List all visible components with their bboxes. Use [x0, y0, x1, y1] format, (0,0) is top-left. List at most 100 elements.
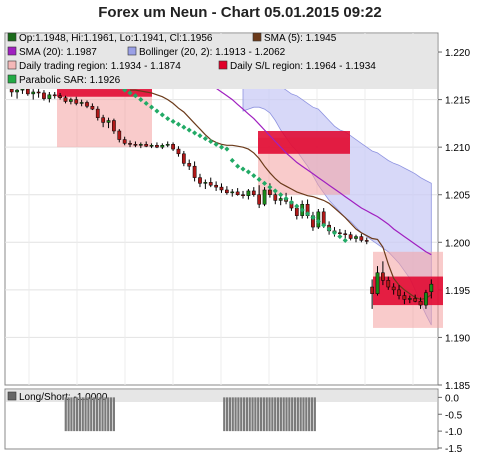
- sar-dot: [299, 207, 305, 213]
- candle-body: [9, 88, 14, 93]
- long-short-bar: [237, 397, 240, 432]
- candle-body: [47, 94, 52, 99]
- candle-body: [20, 88, 25, 91]
- long-short-bar: [308, 397, 311, 432]
- sma5-line: [130, 89, 432, 301]
- long-short-bar: [259, 397, 263, 432]
- long-short-bar: [282, 397, 285, 432]
- candle-body: [354, 236, 358, 239]
- long-short-bar: [254, 397, 257, 432]
- y-tick-label: 1.185: [445, 381, 470, 392]
- y-tick-label: 1.195: [445, 286, 470, 297]
- price-panel: 1.220 1.215 1.210 1.205 1.200 1.195 1.190 1.185…: [4, 32, 470, 392]
- sar-dot: [192, 130, 198, 136]
- candle-body: [203, 182, 208, 184]
- candle-body: [225, 189, 229, 194]
- y-tick-label: 1.190: [445, 333, 470, 344]
- candle-body: [69, 99, 73, 102]
- sar-dot: [256, 176, 262, 183]
- candle-body: [117, 130, 122, 140]
- sar-dot: [213, 141, 219, 147]
- sub-y-tick-label: -1.0: [445, 427, 463, 438]
- candle-body: [429, 283, 434, 293]
- long-short-bar: [73, 397, 76, 432]
- candle-body: [230, 191, 235, 194]
- candle-body: [343, 233, 348, 235]
- sar-dot: [342, 237, 348, 243]
- sar-dot: [283, 195, 289, 202]
- candle-body: [294, 207, 299, 216]
- candle-body: [79, 102, 84, 104]
- sar-dot: [305, 211, 311, 217]
- sar-dot: [175, 121, 181, 127]
- candle-body: [278, 198, 283, 201]
- long-short-bar: [265, 397, 268, 432]
- sar-dot: [202, 136, 208, 142]
- sar-dot: [288, 199, 294, 205]
- candle-body: [95, 108, 100, 118]
- long-short-bar: [285, 397, 288, 432]
- candle-body: [176, 148, 181, 155]
- long-short-bar: [90, 397, 93, 432]
- candle-body: [364, 240, 369, 242]
- candle-body: [192, 165, 197, 178]
- long-short-bar: [109, 397, 113, 432]
- sub-y-tick-label: -0.5: [445, 410, 463, 421]
- candle-body: [337, 232, 342, 235]
- candle-body: [63, 97, 68, 102]
- long-short-bar: [70, 397, 73, 432]
- sar-dot: [267, 184, 273, 190]
- sar-dot: [326, 226, 332, 232]
- sub-legend-swatch: [7, 391, 17, 401]
- long-short-bar: [288, 397, 291, 432]
- sar-dot: [138, 97, 144, 103]
- long-short-bar: [271, 397, 274, 432]
- long-short-bar: [75, 397, 79, 432]
- long-short-bar: [262, 397, 265, 432]
- candle-body: [106, 120, 111, 123]
- long-short-bar: [92, 397, 96, 432]
- candle-body: [407, 298, 412, 300]
- sar-dot: [235, 163, 241, 169]
- legend-swatch: [252, 32, 262, 42]
- long-short-bar: [112, 397, 115, 432]
- legend-label: Bollinger (20, 2): 1.1913 - 1.2062: [139, 47, 286, 58]
- candle-body: [386, 280, 391, 288]
- candle-body: [424, 292, 428, 306]
- candle-body: [381, 272, 385, 281]
- candle-body: [257, 194, 262, 205]
- sar-dot: [208, 138, 214, 145]
- candle-body: [418, 301, 423, 306]
- long-short-bar: [98, 397, 101, 432]
- legend-swatch: [127, 46, 137, 56]
- candle-body: [149, 145, 154, 147]
- long-short-bar: [299, 397, 302, 432]
- candle-body: [181, 153, 186, 164]
- legend: Op:1.1948, Hi:1.1961, Lo:1.1941, Cl:1.19…: [6, 32, 437, 89]
- sar-dot: [310, 214, 316, 221]
- sar-dot: [127, 90, 133, 96]
- long-short-bar: [296, 397, 299, 432]
- candle-body: [15, 89, 19, 93]
- candle-body: [235, 191, 240, 195]
- candle-body: [187, 163, 192, 167]
- sar-dot: [240, 166, 246, 172]
- long-short-bar: [234, 397, 237, 432]
- candle-body: [85, 102, 89, 107]
- long-short-bar: [274, 397, 277, 432]
- sar-dot: [245, 169, 251, 175]
- candle-body: [101, 117, 106, 123]
- sar-dot: [170, 118, 176, 125]
- candle-body: [42, 92, 46, 99]
- legend-label: Parabolic SAR: 1.1926: [19, 75, 121, 86]
- sar-dot: [154, 108, 160, 114]
- candle-body: [112, 120, 116, 132]
- sar-dot: [315, 218, 321, 224]
- daily-sl-region: [258, 130, 350, 154]
- sar-dot: [197, 133, 203, 139]
- candle-body: [219, 186, 224, 191]
- legend-swatch: [7, 46, 17, 56]
- sub-y-tick-label: -1.5: [445, 444, 463, 455]
- long-short-bar: [291, 397, 294, 432]
- sar-dot: [159, 112, 165, 118]
